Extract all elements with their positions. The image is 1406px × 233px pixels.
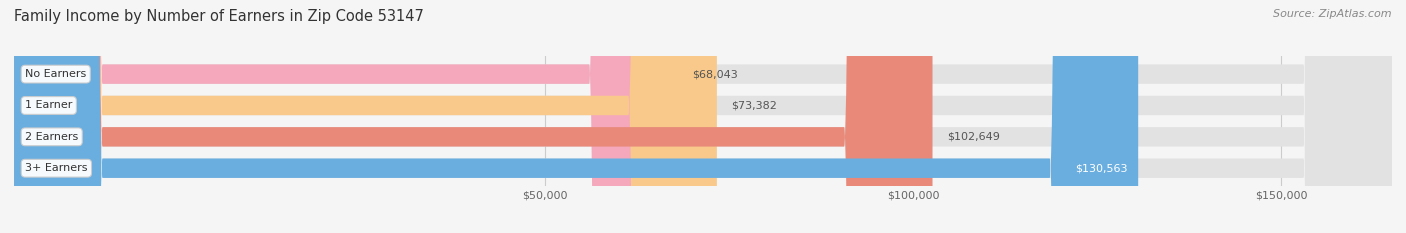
- Text: 1 Earner: 1 Earner: [25, 100, 73, 110]
- Text: $73,382: $73,382: [731, 100, 778, 110]
- Text: No Earners: No Earners: [25, 69, 86, 79]
- FancyBboxPatch shape: [14, 0, 1392, 233]
- FancyBboxPatch shape: [14, 0, 1392, 233]
- FancyBboxPatch shape: [14, 0, 717, 233]
- Text: 2 Earners: 2 Earners: [25, 132, 79, 142]
- Text: $68,043: $68,043: [692, 69, 738, 79]
- FancyBboxPatch shape: [14, 0, 932, 233]
- Text: Source: ZipAtlas.com: Source: ZipAtlas.com: [1274, 9, 1392, 19]
- FancyBboxPatch shape: [14, 0, 678, 233]
- FancyBboxPatch shape: [14, 0, 1392, 233]
- FancyBboxPatch shape: [14, 0, 1392, 233]
- Text: 3+ Earners: 3+ Earners: [25, 163, 87, 173]
- FancyBboxPatch shape: [14, 0, 1139, 233]
- Text: Family Income by Number of Earners in Zip Code 53147: Family Income by Number of Earners in Zi…: [14, 9, 425, 24]
- Text: $102,649: $102,649: [948, 132, 1000, 142]
- Text: $130,563: $130,563: [1074, 163, 1128, 173]
